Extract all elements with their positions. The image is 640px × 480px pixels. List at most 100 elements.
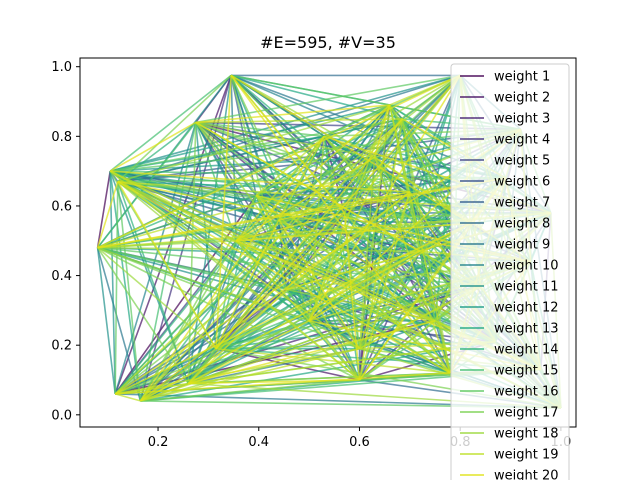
edge-line [96,170,111,248]
x-tick-label: 0.4 [248,435,269,450]
edge-line [117,104,390,183]
edge-line [235,156,376,242]
edge-line [215,74,461,350]
edge-line [308,136,325,321]
edge-line [96,247,116,394]
edge-line [278,135,325,221]
legend-label: weight 11 [494,280,559,295]
edge-line [97,118,403,249]
edge-line [96,181,119,248]
edge-line [140,250,421,402]
edge-line [115,372,451,395]
edge-line [117,181,142,401]
y-tick-label: 0.6 [51,199,72,214]
edge-line [401,118,436,321]
legend-label: weight 7 [494,196,550,211]
edge-line [110,104,390,172]
chart-title: #E=595, #V=35 [260,33,396,52]
edge-line [114,222,471,395]
edge-line [255,195,361,381]
edge-line [388,104,451,374]
edge-line [236,222,471,242]
legend-label: weight 15 [494,364,559,379]
edge-line [230,74,346,214]
edge-line [187,240,237,384]
legend-label: weight 18 [494,427,559,442]
edge-line [235,104,391,242]
edge-line [109,74,461,172]
edge-line [109,74,232,172]
edge-line [195,74,461,124]
edge-line [235,135,325,242]
legend-label: weight 8 [494,217,550,232]
edge-line [187,212,345,385]
edge-line [195,121,325,138]
legend-label: weight 16 [494,385,559,400]
edge-line [97,247,217,350]
legend-label: weight 19 [494,448,559,463]
edge-line [215,75,232,349]
edge-line [230,74,451,374]
edge-line [255,195,310,322]
legend-label: weight 5 [494,154,550,169]
edge-line [114,212,345,395]
y-tick-label: 0.4 [51,269,72,284]
edge-line [114,393,141,402]
legend-label: weight 1 [494,70,550,85]
edge-line [187,288,288,385]
edge-line [97,74,461,249]
edge-line [140,379,360,402]
edge-line [308,222,471,322]
edge-line [117,177,506,183]
edge-line [230,74,421,252]
edge-line [109,171,116,394]
edge-line [139,122,197,402]
edge-line [230,74,471,225]
legend-label: weight 12 [494,301,559,316]
edge-line [187,122,197,384]
edge-line [215,118,403,350]
legend-label: weight 4 [494,133,550,148]
edge-line [343,212,361,381]
edge-line [187,320,310,385]
edge-line [109,170,496,343]
edge-line [117,181,217,350]
edge-line [188,379,360,385]
edge-line [235,212,345,242]
edge-line [114,118,403,395]
edge-line [115,340,496,395]
edge-line [358,118,404,381]
legend-label: weight 3 [494,112,550,127]
y-tick-label: 0.8 [51,130,72,145]
y-tick-label: 1.0 [51,60,72,75]
edge-line [215,240,237,349]
edge-line [308,74,461,322]
legend-label: weight 17 [494,406,559,421]
edge-line [97,246,360,381]
edge-line [373,104,391,158]
edge-line [97,177,506,249]
edge-line [117,180,451,374]
edge-line [230,75,257,196]
edge-line [140,347,360,402]
legend-box [450,63,570,480]
legend-label: weight 9 [494,238,550,253]
edge-line [235,240,451,374]
edge-line [139,135,325,402]
edge-line [215,219,280,350]
edge-line [308,320,361,381]
x-tick-label: 0.2 [148,435,169,450]
edge-line [109,121,197,172]
edge-line [195,122,237,242]
edge-line [139,191,411,402]
legend-label: weight 14 [494,343,559,358]
edge-line [308,104,391,322]
legend-label: weight 13 [494,322,559,337]
edge-line [187,250,421,385]
legend-label: weight 10 [494,259,559,274]
edge-line [230,74,375,158]
y-axis: 0.0 0.2 0.4 0.6 0.8 1.0 [51,60,80,423]
edge-line [117,74,232,183]
plot-frame [79,57,577,428]
